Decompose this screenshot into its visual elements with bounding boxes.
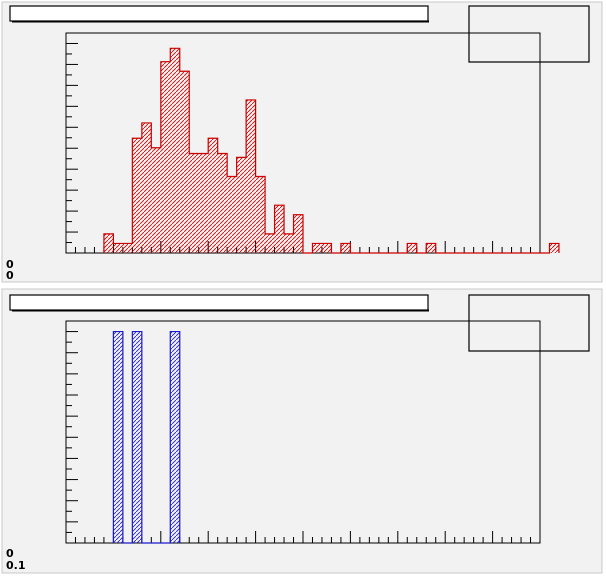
histogram-bar: [265, 233, 275, 253]
histogram-bar: [549, 243, 559, 253]
bottom-y-tick-label-1: 0.1: [6, 559, 26, 572]
histogram-bar: [103, 233, 114, 253]
histogram-bar: [160, 61, 171, 254]
bottom-y-tick-label-0: 0: [6, 547, 14, 560]
histogram-bar: [141, 122, 152, 253]
pad-bottom: 0 0.1: [1, 288, 603, 574]
histogram-bar: [227, 176, 237, 253]
histogram-bar: [179, 71, 190, 254]
histogram-bar: [274, 205, 285, 253]
histogram-bar: [132, 138, 142, 253]
top-y-axis-ticks: [66, 42, 78, 254]
histogram-bar: [170, 331, 180, 543]
top-y-tick-label-1: 0: [6, 269, 14, 282]
bottom-y-axis-ticks: [66, 331, 78, 544]
histogram-outline: [103, 47, 560, 254]
top-y-tick-label-0: 0: [6, 258, 14, 271]
pad-top: 0 0: [1, 1, 603, 283]
histogram-bar: [189, 153, 199, 253]
pad-top-stats-box: [468, 5, 590, 63]
histogram-bar: [217, 153, 228, 253]
top-histogram: [103, 47, 560, 254]
histogram-bar: [113, 243, 123, 253]
histogram-bar: [255, 176, 266, 253]
histogram-bar: [284, 233, 294, 253]
histogram-bar: [113, 331, 123, 543]
histogram-bar: [122, 243, 133, 253]
histogram-bar: [170, 48, 180, 253]
histogram-bar: [293, 214, 303, 253]
histogram-bar: [198, 153, 209, 253]
histogram-outline: [112, 330, 181, 544]
histogram-bar: [312, 243, 322, 253]
histogram-bar: [321, 243, 332, 253]
pad-top-title-box: [9, 5, 429, 22]
histogram-bar: [151, 147, 161, 253]
histogram-bar: [340, 243, 351, 253]
histogram-bar: [236, 157, 247, 253]
bottom-histogram: [112, 330, 181, 544]
histogram-bar: [132, 331, 142, 543]
histogram-bar: [426, 243, 436, 253]
pad-bottom-stats-box: [468, 294, 590, 352]
histogram-bar: [407, 243, 417, 253]
histogram-bar: [246, 99, 256, 254]
pad-bottom-title-box: [9, 294, 429, 311]
histogram-bar: [208, 138, 218, 253]
